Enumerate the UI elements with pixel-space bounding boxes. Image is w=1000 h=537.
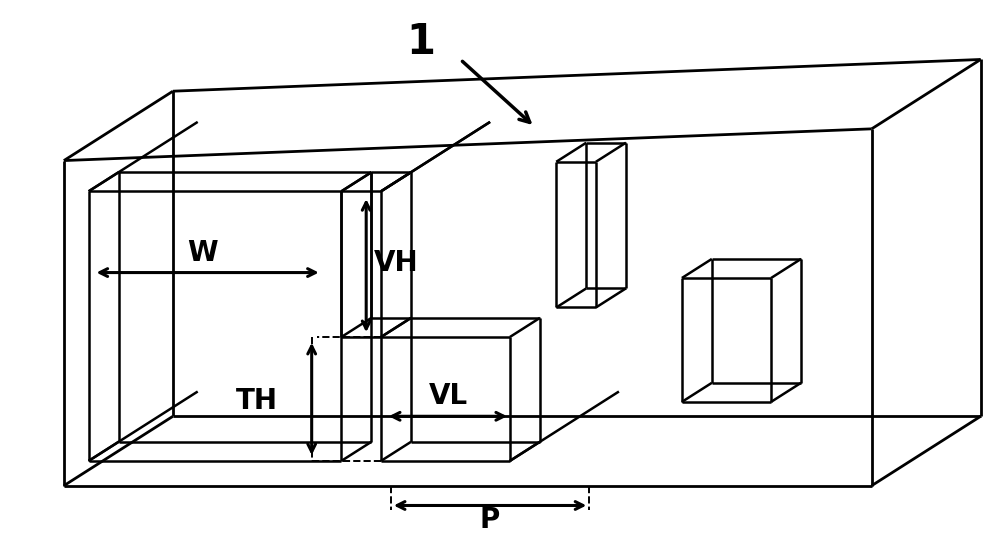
Text: VL: VL [429, 382, 468, 410]
Text: TH: TH [236, 387, 278, 416]
Text: P: P [480, 506, 500, 534]
Text: 1: 1 [406, 20, 435, 63]
Text: W: W [187, 239, 218, 267]
Text: VH: VH [374, 249, 418, 277]
